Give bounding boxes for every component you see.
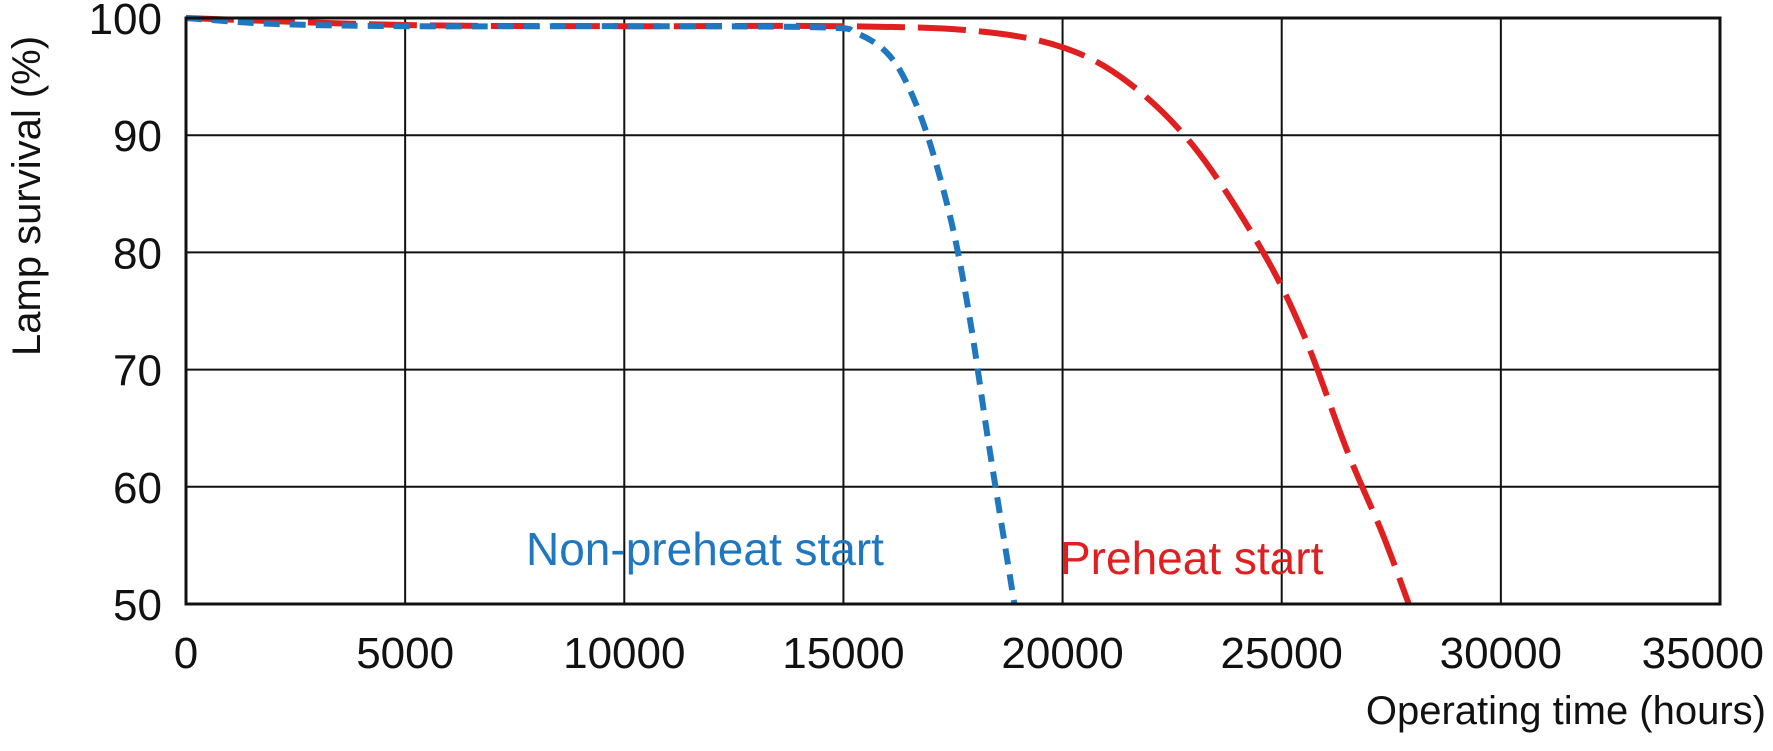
y-axis-ticks: 50 60 70 80 90 100 — [89, 0, 162, 630]
series-label-preheat: Preheat start — [1060, 532, 1324, 584]
series-line-non-preheat — [185, 15, 1018, 605]
x-tick-label: 5000 — [356, 629, 454, 678]
plot-frame — [184, 16, 1722, 606]
series-label-non-preheat: Non-preheat start — [526, 523, 884, 575]
series-line-preheat — [185, 15, 1412, 606]
y-tick-label: 70 — [113, 347, 162, 396]
y-axis-title: Lamp survival (%) — [5, 36, 49, 356]
x-axis-ticks: 0 5000 10000 15000 20000 25000 30000 35000 — [174, 629, 1764, 678]
y-tick-label: 90 — [113, 112, 162, 161]
grid-lines — [185, 17, 1721, 605]
y-tick-label: 60 — [113, 464, 162, 513]
series-lines — [185, 15, 1412, 606]
y-tick-label: 50 — [113, 581, 162, 630]
x-tick-label: 0 — [174, 629, 198, 678]
x-tick-label: 30000 — [1440, 629, 1562, 678]
y-tick-label: 100 — [89, 0, 162, 44]
x-tick-label: 15000 — [782, 629, 904, 678]
y-tick-label: 80 — [113, 229, 162, 278]
x-axis-title: Operating time (hours) — [1366, 689, 1766, 733]
x-tick-label: 10000 — [563, 629, 685, 678]
x-tick-label: 35000 — [1642, 629, 1764, 678]
x-tick-label: 25000 — [1221, 629, 1343, 678]
x-tick-label: 20000 — [1001, 629, 1123, 678]
